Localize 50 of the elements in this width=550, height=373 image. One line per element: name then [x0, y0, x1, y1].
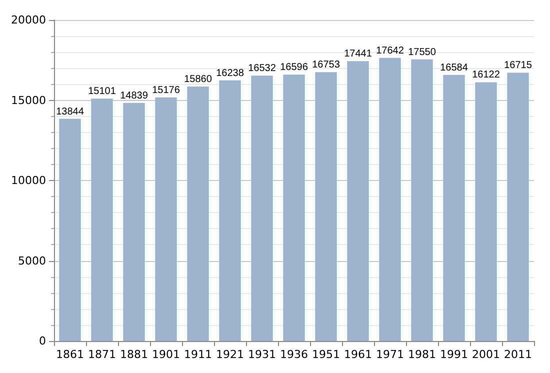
data-label: 15860 — [184, 74, 212, 85]
bar — [443, 74, 465, 341]
x-tick-label: 1901 — [152, 348, 180, 361]
bar — [347, 61, 369, 341]
data-label: 17441 — [344, 48, 372, 60]
data-label: 17642 — [376, 45, 404, 56]
data-label: 15101 — [88, 86, 116, 98]
x-tick-label: 1881 — [120, 348, 148, 361]
x-tick-label: 1871 — [88, 348, 116, 361]
bar — [411, 59, 433, 341]
bar — [123, 102, 145, 341]
y-tick-label: 5000 — [18, 254, 46, 268]
bar — [91, 98, 113, 341]
x-tick-label: 1931 — [248, 348, 276, 361]
data-label: 13844 — [56, 106, 84, 118]
bar — [219, 80, 241, 341]
x-tick-label: 1981 — [408, 348, 436, 361]
data-label: 15176 — [152, 84, 180, 96]
data-label: 16584 — [440, 62, 468, 74]
data-label: 16122 — [472, 70, 500, 81]
bar — [59, 118, 81, 341]
bar — [379, 58, 401, 341]
y-tick-label: 15000 — [10, 94, 46, 107]
data-label: 16596 — [280, 62, 308, 74]
x-tick-label: 1921 — [216, 348, 244, 361]
x-tick-label: 1991 — [440, 348, 468, 361]
bar — [507, 72, 529, 341]
bar — [251, 76, 273, 341]
bar — [283, 74, 305, 341]
y-tick-label: 0 — [38, 334, 46, 348]
x-tick-label: 1971 — [376, 348, 404, 361]
x-tick-label: 1861 — [56, 348, 84, 361]
data-label: 16715 — [504, 60, 532, 72]
x-tick-label: 1936 — [280, 348, 308, 361]
data-label: 16532 — [248, 63, 276, 74]
data-label: 14839 — [120, 90, 148, 102]
x-tick-label: 1951 — [312, 348, 340, 361]
x-tick-label: 1911 — [184, 348, 212, 361]
x-tick-label: 2001 — [472, 348, 500, 361]
x-tick-label: 2011 — [504, 348, 532, 361]
bar — [187, 86, 209, 341]
x-tick-label: 1961 — [344, 348, 372, 361]
y-tick-label: 10000 — [10, 174, 46, 187]
bar — [315, 72, 337, 341]
bar — [475, 82, 497, 341]
bar — [155, 97, 177, 341]
data-label: 16753 — [312, 60, 340, 71]
data-label: 16238 — [216, 68, 244, 79]
y-tick-label: 20000 — [10, 14, 46, 26]
data-label: 17550 — [408, 46, 436, 58]
